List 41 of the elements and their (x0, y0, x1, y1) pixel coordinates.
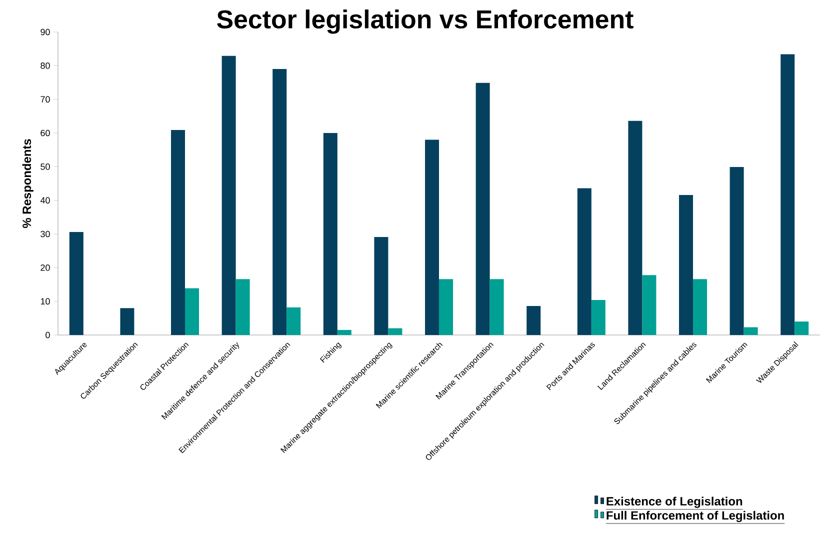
legend-label: Existence of Legislation (606, 496, 742, 508)
bar (425, 140, 440, 335)
y-tick-label: 90 (40, 28, 50, 36)
bar (286, 307, 301, 335)
bar (476, 82, 490, 335)
legend-label: Full Enforcement of Legislation (606, 510, 784, 522)
bar (374, 237, 388, 335)
bar (171, 130, 185, 335)
bar (526, 306, 541, 335)
bar (577, 188, 592, 335)
bar (323, 133, 338, 335)
bar (744, 327, 758, 335)
bar (628, 120, 642, 335)
bar (780, 54, 795, 335)
bar (591, 300, 606, 335)
bar (69, 232, 84, 335)
y-tick-label: 10 (40, 298, 50, 305)
bar (236, 279, 250, 335)
y-axis-title: % Respondents (22, 139, 34, 228)
bar (222, 56, 236, 335)
bar (693, 279, 708, 335)
y-tick-label: 40 (40, 197, 50, 204)
y-tick-label: 0 (46, 332, 50, 338)
chart-title: Sector legislation vs Enforcement (217, 10, 634, 34)
bar (388, 328, 402, 335)
bar (794, 322, 809, 335)
bar (642, 275, 656, 335)
y-tick-label: 50 (40, 163, 50, 170)
y-tick-label: 80 (40, 62, 50, 69)
y-tick-label: 60 (40, 130, 50, 136)
bar (272, 69, 287, 335)
y-tick-label: 20 (40, 264, 50, 271)
bar (490, 279, 504, 335)
bar (730, 167, 744, 335)
bar (120, 308, 134, 335)
bar (679, 194, 694, 335)
bar (185, 288, 199, 335)
y-tick-label: 30 (40, 230, 50, 238)
y-tick-label: 70 (40, 96, 50, 103)
bar (337, 330, 352, 335)
bar (439, 279, 454, 335)
